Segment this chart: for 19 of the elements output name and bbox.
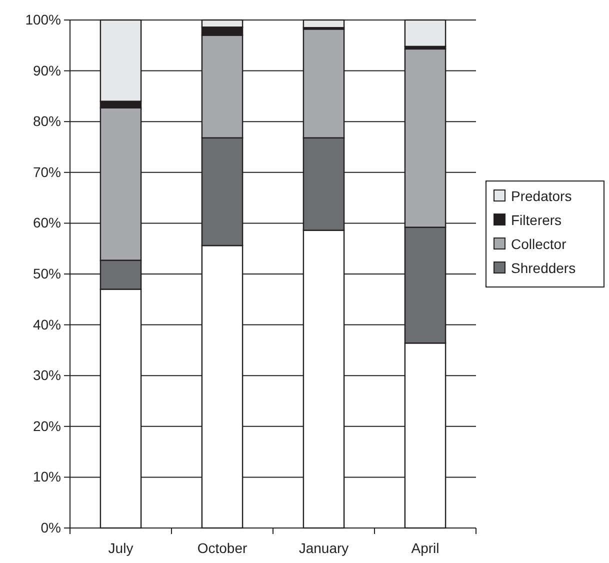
x-tick-label: January bbox=[298, 540, 349, 556]
x-tick-label: April bbox=[411, 540, 440, 556]
x-tick-label: July bbox=[108, 540, 134, 556]
x-tick-label: October bbox=[197, 540, 248, 556]
y-tick-label: 40% bbox=[32, 316, 61, 332]
y-tick-label: 90% bbox=[32, 62, 61, 78]
legend-label: Predators bbox=[511, 188, 572, 204]
y-tick-label: 50% bbox=[32, 265, 61, 282]
legend-label: Collector bbox=[511, 236, 567, 252]
legend-label: Shredders bbox=[511, 260, 576, 276]
y-tick-label: 70% bbox=[32, 164, 61, 180]
y-tick-label: 0% bbox=[40, 519, 61, 536]
y-tick-label: 100% bbox=[25, 11, 61, 28]
y-tick-label: 80% bbox=[32, 113, 61, 130]
y-tick-label: 10% bbox=[32, 468, 61, 485]
y-tick-label: 60% bbox=[32, 214, 61, 231]
y-tick-label: 30% bbox=[32, 367, 61, 384]
y-tick-label: 20% bbox=[32, 418, 61, 434]
legend-label: Filterers bbox=[511, 212, 562, 228]
